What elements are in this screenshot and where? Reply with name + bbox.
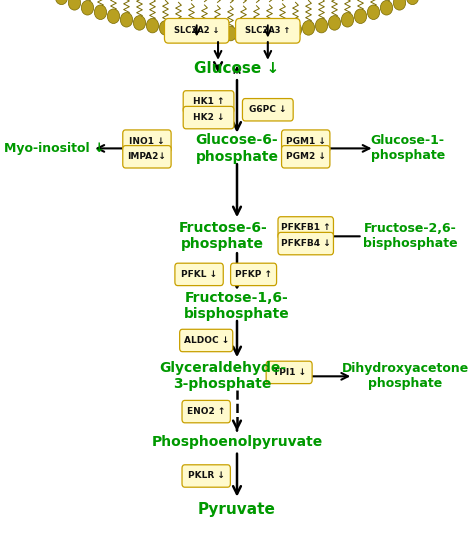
- Text: HK2 ↓: HK2 ↓: [193, 113, 224, 122]
- FancyBboxPatch shape: [183, 91, 234, 113]
- FancyBboxPatch shape: [278, 232, 333, 255]
- FancyBboxPatch shape: [183, 106, 234, 129]
- Circle shape: [237, 26, 250, 41]
- Text: PFKFB1 ↑: PFKFB1 ↑: [281, 223, 330, 232]
- Circle shape: [406, 0, 419, 4]
- Circle shape: [276, 24, 289, 39]
- Text: Pyruvate: Pyruvate: [198, 502, 276, 517]
- Circle shape: [68, 0, 81, 10]
- FancyBboxPatch shape: [180, 329, 233, 352]
- Text: PFKP ↑: PFKP ↑: [235, 270, 272, 279]
- Text: INO1 ↓: INO1 ↓: [129, 137, 165, 146]
- Text: SLC2A2 ↓: SLC2A2 ↓: [174, 26, 219, 35]
- Circle shape: [302, 21, 315, 35]
- Circle shape: [133, 16, 146, 30]
- Circle shape: [185, 24, 198, 39]
- Text: Myo-inositol ↓: Myo-inositol ↓: [4, 142, 105, 155]
- Text: Glucose-6-
phosphate: Glucose-6- phosphate: [195, 133, 279, 164]
- Text: G6PC ↓: G6PC ↓: [249, 105, 287, 114]
- Text: Glucose ↓: Glucose ↓: [194, 61, 280, 76]
- Circle shape: [173, 22, 185, 37]
- Text: ALDOC ↓: ALDOC ↓: [183, 336, 229, 345]
- Circle shape: [289, 22, 301, 37]
- FancyBboxPatch shape: [182, 400, 230, 423]
- FancyBboxPatch shape: [282, 130, 330, 152]
- Circle shape: [367, 5, 380, 20]
- FancyBboxPatch shape: [231, 263, 277, 286]
- Text: Glyceraldehyde-
3-phosphate: Glyceraldehyde- 3-phosphate: [159, 361, 286, 391]
- FancyBboxPatch shape: [182, 465, 230, 487]
- Circle shape: [264, 25, 276, 40]
- Text: HK1 ↑: HK1 ↑: [193, 97, 224, 106]
- Text: Dihydroxyacetone
phosphate: Dihydroxyacetone phosphate: [342, 362, 469, 390]
- Text: PGM1 ↓: PGM1 ↓: [286, 137, 326, 146]
- Circle shape: [107, 9, 119, 24]
- Circle shape: [250, 26, 263, 40]
- FancyBboxPatch shape: [278, 217, 333, 239]
- Circle shape: [224, 26, 237, 41]
- Text: Fructose-1,6-
bisphosphate: Fructose-1,6- bisphosphate: [184, 291, 290, 321]
- Text: IMPA2↓: IMPA2↓: [128, 152, 166, 161]
- Circle shape: [341, 12, 354, 27]
- Text: Fructose-2,6-
bisphosphate: Fructose-2,6- bisphosphate: [363, 222, 457, 250]
- Text: TPI1 ↓: TPI1 ↓: [273, 368, 306, 377]
- Circle shape: [380, 1, 392, 15]
- Circle shape: [393, 0, 406, 10]
- Text: PFKL ↓: PFKL ↓: [181, 270, 217, 279]
- Text: PKLR ↓: PKLR ↓: [188, 472, 225, 480]
- Text: Phosphoenolpyruvate: Phosphoenolpyruvate: [151, 436, 323, 449]
- Text: PFKFB4 ↓: PFKFB4 ↓: [281, 239, 330, 248]
- Circle shape: [355, 9, 367, 24]
- Circle shape: [159, 21, 172, 35]
- Circle shape: [211, 26, 224, 40]
- Text: Glucose-1-
phosphate: Glucose-1- phosphate: [371, 134, 445, 162]
- Text: ENO2 ↑: ENO2 ↑: [187, 407, 225, 416]
- Circle shape: [120, 12, 133, 27]
- Circle shape: [94, 5, 107, 20]
- Text: Fructose-6-
phosphate: Fructose-6- phosphate: [178, 221, 267, 251]
- FancyBboxPatch shape: [175, 263, 223, 286]
- Circle shape: [82, 1, 94, 15]
- FancyBboxPatch shape: [123, 130, 171, 152]
- FancyBboxPatch shape: [164, 18, 229, 43]
- Circle shape: [198, 25, 210, 40]
- Text: PGM2 ↓: PGM2 ↓: [286, 152, 326, 161]
- Circle shape: [328, 16, 341, 30]
- Circle shape: [146, 18, 159, 33]
- Circle shape: [55, 0, 68, 4]
- FancyBboxPatch shape: [282, 146, 330, 168]
- FancyBboxPatch shape: [242, 99, 293, 121]
- Circle shape: [315, 18, 328, 33]
- FancyBboxPatch shape: [123, 146, 171, 168]
- FancyBboxPatch shape: [266, 361, 312, 384]
- Text: SLC2A3 ↑: SLC2A3 ↑: [245, 26, 291, 35]
- FancyBboxPatch shape: [236, 18, 300, 43]
